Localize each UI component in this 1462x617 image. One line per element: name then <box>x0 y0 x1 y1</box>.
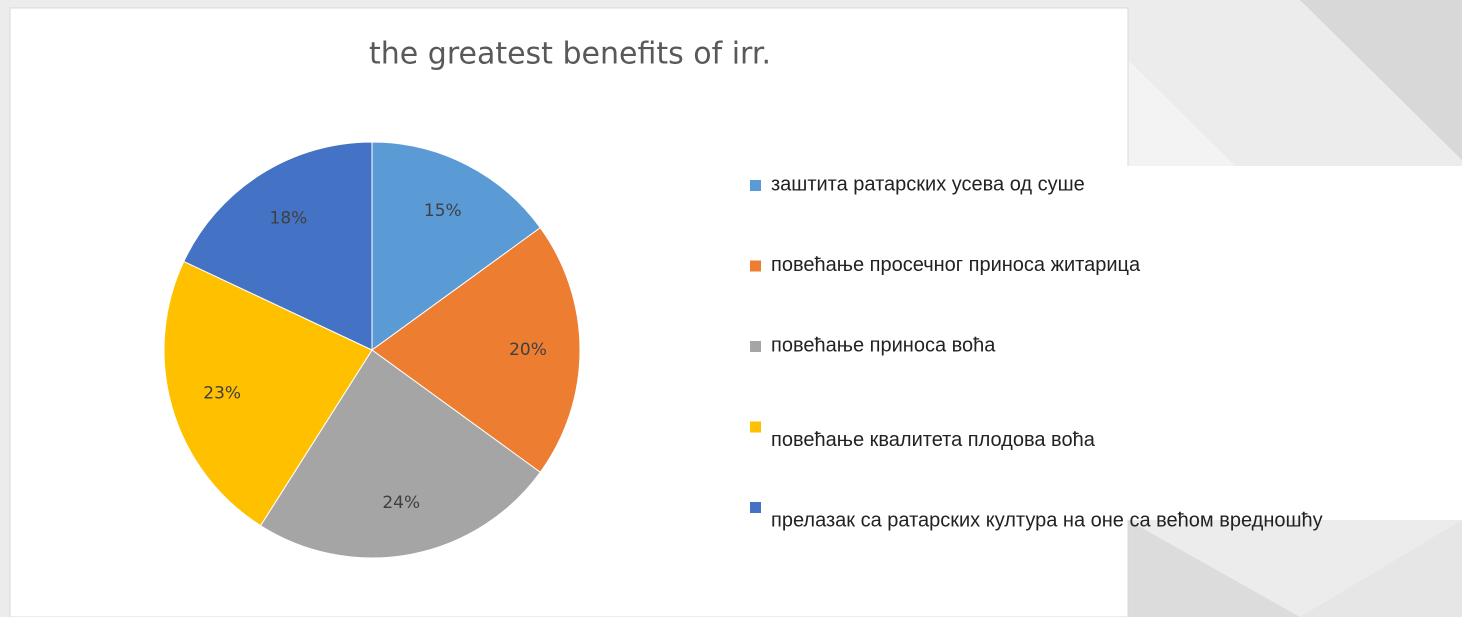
pie-slice <box>163 260 373 527</box>
data-label: 23% <box>203 384 241 404</box>
legend: заштита ратарских усева од суше повећање … <box>750 173 1323 531</box>
legend-swatch <box>750 421 761 433</box>
legend-swatch <box>750 502 761 513</box>
data-label: 18% <box>270 208 308 228</box>
chart-title: the greatest benefits of irr. <box>369 37 771 72</box>
legend-box <box>742 166 1462 520</box>
legend-label: заштита ратарских усева од суше <box>771 173 1085 195</box>
pie-slice <box>371 141 541 351</box>
pie: 15% 20% 24% 23% 18% <box>163 141 581 559</box>
legend-label: повећање просечног приноса житарица <box>771 254 1141 276</box>
data-label: 24% <box>382 493 420 513</box>
pie-slice <box>371 227 581 473</box>
legend-label: повећање квалитета плодова воћа <box>771 429 1096 451</box>
legend-swatch <box>750 180 761 191</box>
pie-slice <box>259 349 541 559</box>
legend-label: прелазак са ратарских култура на оне са … <box>771 509 1323 531</box>
legend-swatch <box>750 260 761 272</box>
data-label: 20% <box>509 340 547 360</box>
data-label: 15% <box>424 201 462 221</box>
legend-swatch <box>750 341 761 352</box>
pie-slice <box>183 141 373 351</box>
legend-label: повећање приноса воћа <box>771 334 996 356</box>
